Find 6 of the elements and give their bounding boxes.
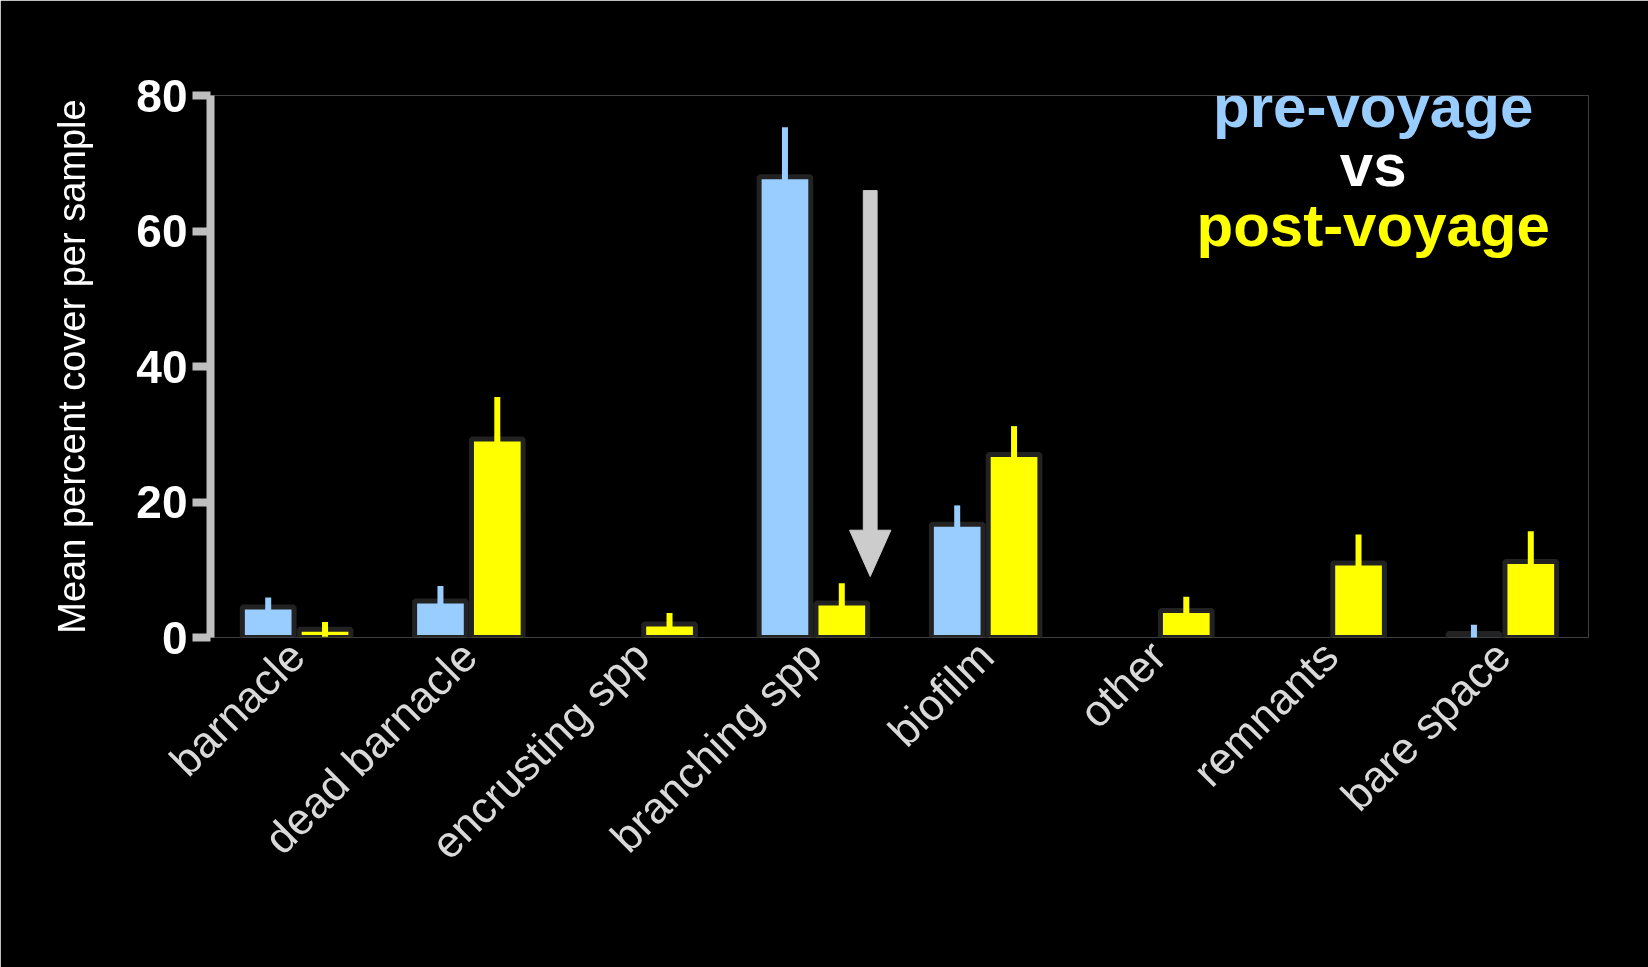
y-axis-title: Mean percent cover per sample bbox=[51, 99, 94, 634]
y-tick-label: 60 bbox=[136, 205, 188, 257]
y-tick-label: 40 bbox=[136, 340, 188, 393]
y-tick-label: 20 bbox=[136, 476, 188, 528]
text: post-voyage bbox=[1196, 192, 1550, 260]
y-tick-label: 80 bbox=[136, 69, 188, 122]
